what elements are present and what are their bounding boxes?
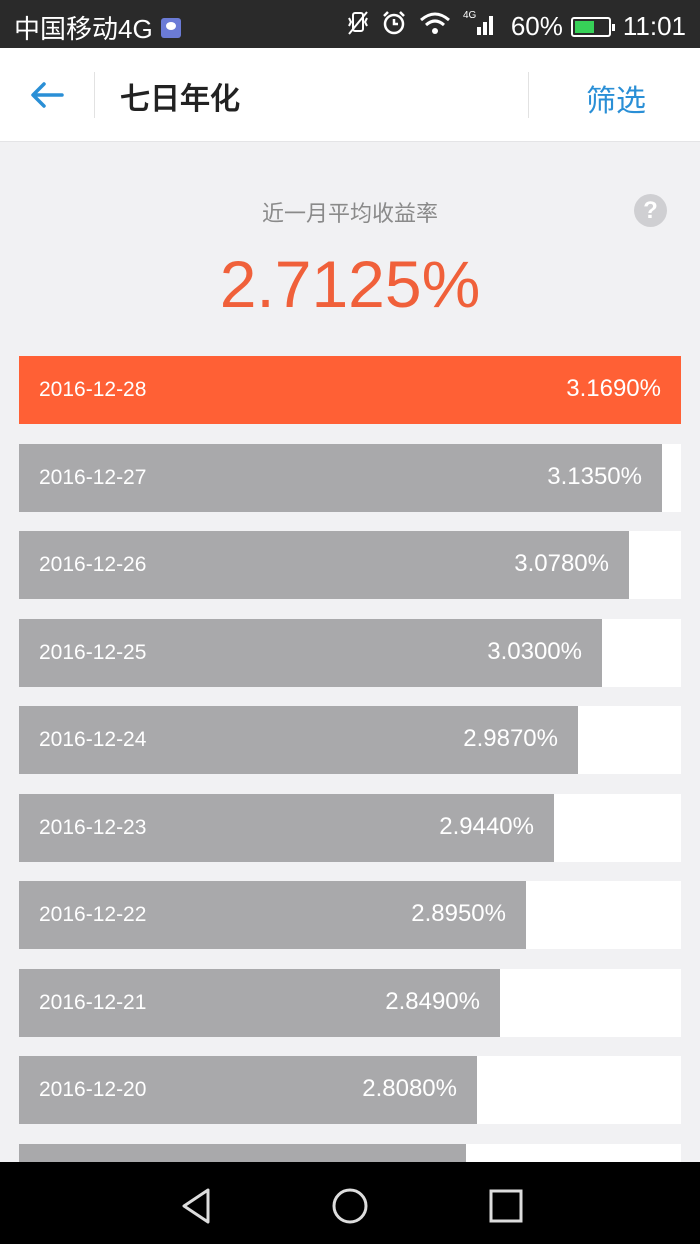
rate-bar (19, 881, 526, 949)
signal-icon: 4G (463, 9, 497, 44)
rate-bar (19, 356, 681, 424)
rate-row[interactable]: 2016-12-26 3.0780% (19, 531, 681, 599)
rate-date: 2016-12-27 (39, 466, 147, 489)
rate-row[interactable]: 2016-12-27 3.1350% (19, 444, 681, 512)
vibrate-icon (347, 10, 369, 43)
average-yield-value: 2.7125% (219, 247, 481, 321)
rate-date: 2016-12-21 (39, 991, 147, 1014)
rate-value: 2.9440% (439, 813, 534, 840)
rate-row[interactable]: 2016-12-28 3.1690% (19, 356, 681, 424)
rate-value: 2.8080% (362, 1075, 457, 1102)
rate-row[interactable]: 2016-12-24 2.9870% (19, 706, 681, 774)
notification-icon (160, 17, 181, 38)
help-icon[interactable]: ? (634, 194, 667, 227)
rate-date: 2016-12-20 (39, 1078, 147, 1101)
rate-bar (19, 706, 578, 774)
rate-row[interactable]: 2016-12-25 3.0300% (19, 619, 681, 687)
system-nav-bar (0, 1162, 700, 1244)
rate-date: 2016-12-23 (39, 816, 147, 839)
rate-value: 2.8490% (385, 988, 480, 1015)
carrier-label: 中国移动4G (14, 14, 153, 44)
rate-bar (19, 619, 602, 687)
battery-level-fill (574, 20, 594, 33)
rate-value: 3.0300% (487, 638, 582, 665)
rate-row[interactable]: 2016-12-23 2.9440% (19, 794, 681, 862)
rate-value: 3.1350% (547, 463, 642, 490)
home-nav-icon[interactable] (330, 1186, 370, 1226)
network-type-label: 4G (463, 10, 477, 21)
rate-date: 2016-12-28 (39, 378, 147, 401)
rate-bar (19, 531, 629, 599)
rate-value: 3.1690% (566, 375, 661, 402)
arrow-left-icon (31, 82, 64, 108)
rate-date: 2016-12-25 (39, 641, 147, 664)
battery-percent: 60% (510, 11, 563, 41)
average-yield-label: 近一月平均收益率 (261, 202, 438, 227)
recents-nav-icon[interactable] (486, 1186, 526, 1226)
rate-value: 2.9870% (463, 725, 558, 752)
alarm-icon (381, 10, 407, 43)
header-divider-left (94, 72, 95, 118)
rate-row[interactable]: 2016-12-21 2.8490% (19, 969, 681, 1037)
rate-date: 2016-12-26 (39, 553, 147, 576)
rate-bar (19, 969, 500, 1037)
back-nav-icon[interactable] (176, 1186, 216, 1226)
rate-bar (19, 794, 554, 862)
rate-bar (19, 1056, 477, 1124)
rate-date: 2016-12-22 (39, 903, 147, 926)
clock: 11:01 (622, 11, 686, 41)
rate-value: 3.0780% (514, 550, 609, 577)
rate-row[interactable]: 2016-12-22 2.8950% (19, 881, 681, 949)
rate-value: 2.8950% (411, 900, 506, 927)
back-button[interactable] (24, 72, 70, 118)
rate-bar (19, 444, 662, 512)
filter-button[interactable]: 筛选 (586, 84, 646, 119)
rate-date: 2016-12-24 (39, 728, 147, 751)
rate-row[interactable]: 2016-12-20 2.8080% (19, 1056, 681, 1124)
page-title: 七日年化 (120, 82, 240, 117)
header-divider-right (528, 72, 529, 118)
battery-icon (570, 16, 615, 37)
wifi-icon (419, 10, 451, 43)
app-header: 七日年化 筛选 (0, 48, 700, 142)
status-bar: 中国移动4G 4G 60% 11:01 (0, 0, 700, 48)
